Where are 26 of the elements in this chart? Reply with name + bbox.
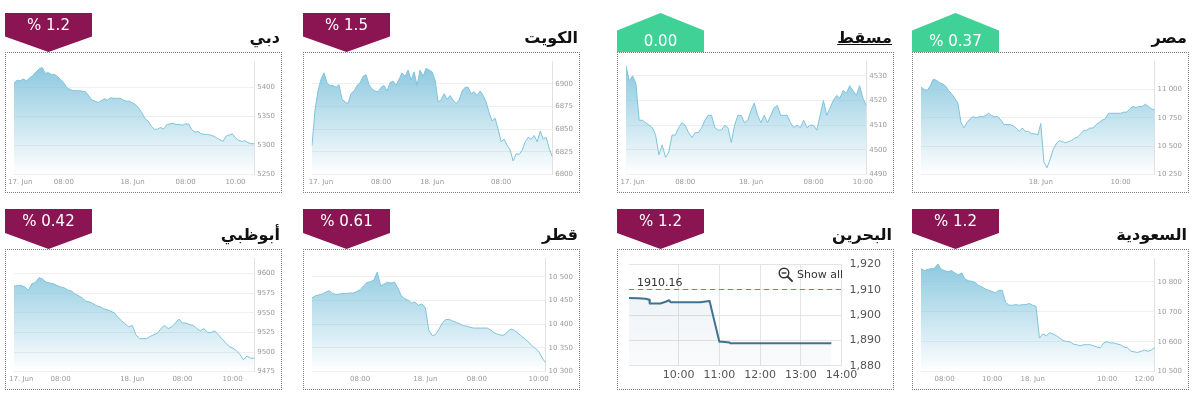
text: % 0.61: [320, 212, 373, 230]
text: % 0.42: [22, 212, 75, 230]
chart-title: الكويت: [524, 28, 578, 48]
chart-title: قطر: [541, 225, 578, 245]
text: % 1.2: [27, 16, 70, 34]
x-tick-label: 11:00: [703, 368, 736, 382]
annotation: Show all: [796, 268, 843, 281]
chart-title: البحرين: [832, 225, 892, 245]
text: % 1.2: [639, 212, 682, 230]
text: 0.00: [643, 32, 678, 50]
x-tick-label: 12:00: [744, 368, 776, 382]
chart-title: مسقط: [837, 28, 892, 48]
chart-title: مصر: [1151, 28, 1187, 48]
chart-title: السعودية: [1116, 225, 1187, 245]
text: % 0.37: [929, 32, 982, 50]
ref-line-label: 1910.16: [637, 275, 683, 289]
chart-title: دبي: [249, 28, 280, 48]
chart-title: أبوظبي: [220, 225, 280, 245]
y-tick-label: 1,890: [849, 333, 882, 347]
text: % 1.2: [934, 212, 977, 230]
y-tick-label: 1,900: [849, 308, 882, 322]
y-tick-label: 1,920: [849, 257, 882, 271]
x-tick-label: 13:00: [784, 368, 817, 382]
y-tick-label: 1,910: [849, 282, 882, 296]
text: % 1.5: [325, 16, 368, 34]
x-tick-label: 10:00: [662, 368, 695, 382]
